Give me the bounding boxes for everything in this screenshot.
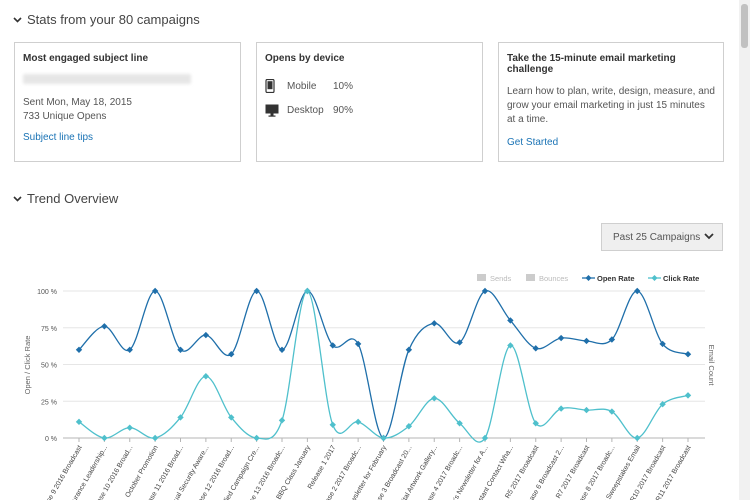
stats-section-header[interactable]: Stats from your 80 campaigns <box>13 12 200 27</box>
legend-marker <box>585 275 592 281</box>
data-point <box>354 418 362 426</box>
page-scrollbar[interactable] <box>739 0 750 500</box>
data-point <box>329 342 336 349</box>
data-point <box>431 395 438 402</box>
data-point <box>278 417 286 424</box>
legend-label: Click Rate <box>663 274 699 283</box>
scrollbar-thumb[interactable] <box>741 4 748 48</box>
data-point <box>456 420 463 427</box>
device-name: Mobile <box>287 80 317 92</box>
sent-date: Sent Mon, May 18, 2015 <box>23 97 132 108</box>
data-point <box>507 342 514 349</box>
data-point <box>253 434 260 442</box>
data-point <box>431 320 438 327</box>
data-point <box>634 287 641 295</box>
get-started-link[interactable]: Get Started <box>507 137 559 148</box>
data-point <box>405 346 413 353</box>
data-point <box>202 331 210 339</box>
y-tick-label: 50 % <box>41 363 57 370</box>
redacted-subject-line <box>23 74 191 84</box>
data-point <box>228 351 235 358</box>
y-tick-label: 100 % <box>37 289 57 296</box>
legend-swatch <box>477 274 486 281</box>
chevron-down-icon <box>704 232 714 243</box>
device-value: 90% <box>333 104 354 116</box>
data-point <box>75 418 83 426</box>
desktop-monitor-icon <box>265 104 287 117</box>
data-point <box>228 414 235 421</box>
data-point <box>583 406 590 414</box>
data-point <box>101 434 108 442</box>
subject-line-tips-link[interactable]: Subject line tips <box>23 132 94 143</box>
mobile-phone-icon <box>265 79 287 93</box>
device-row-desktop: Desktop 90% <box>265 98 474 122</box>
device-card-title: Opens by device <box>265 53 345 64</box>
opens-by-device-card: Opens by device Mobile 10% Desktop 90% <box>256 42 483 162</box>
data-point <box>101 323 108 330</box>
device-value: 10% <box>333 80 354 92</box>
data-point <box>329 421 336 428</box>
legend-swatch <box>526 274 535 281</box>
data-point <box>177 346 184 353</box>
y-axis-title: Open / Click Rate <box>23 336 32 395</box>
data-point <box>684 392 692 399</box>
secondary-y-axis-title: Email Count <box>707 345 716 387</box>
data-point <box>583 337 590 345</box>
data-point <box>278 346 286 353</box>
data-point <box>507 317 514 324</box>
device-row-mobile: Mobile 10% <box>265 74 474 98</box>
challenge-card-title: Take the 15-minute email marketing chall… <box>507 53 676 75</box>
data-point <box>481 434 489 442</box>
data-point <box>75 346 83 353</box>
unique-opens: 733 Unique Opens <box>23 111 107 122</box>
data-point <box>684 351 692 358</box>
series-line-click-rate <box>78 290 689 443</box>
data-point <box>557 405 565 412</box>
x-tick-label: Release 1 2017 <box>307 444 338 490</box>
legend-label: Open Rate <box>597 274 635 283</box>
trend-section-header[interactable]: Trend Overview <box>13 191 118 206</box>
data-point <box>126 346 133 353</box>
legend-marker <box>651 275 658 281</box>
data-point <box>380 434 387 442</box>
stats-section-title: Stats from your 80 campaigns <box>27 12 200 27</box>
data-point <box>354 340 362 348</box>
device-name: Desktop <box>287 104 324 116</box>
data-point <box>253 287 260 295</box>
data-point <box>405 423 413 430</box>
y-tick-label: 25 % <box>41 399 57 406</box>
data-point <box>304 287 311 295</box>
data-point <box>659 400 666 408</box>
data-point <box>481 287 489 295</box>
subject-card-title: Most engaged subject line <box>23 53 149 64</box>
data-point <box>151 434 159 442</box>
data-point <box>456 339 463 346</box>
data-point <box>202 373 210 380</box>
legend-label: Sends <box>490 274 512 283</box>
data-point <box>557 334 565 342</box>
chevron-down-icon[interactable] <box>13 15 25 25</box>
legend-label: Bounces <box>539 274 568 283</box>
y-tick-label: 0 % <box>45 436 57 443</box>
y-tick-label: 75 % <box>41 326 57 333</box>
campaign-range-dropdown[interactable]: Past 25 Campaigns <box>601 223 723 251</box>
data-point <box>608 336 616 343</box>
challenge-description: Learn how to plan, write, design, measur… <box>507 86 715 125</box>
trend-chart: 0 % 25 % 50 % 75 % 100 % Open / Click Rate Ema… <box>23 274 716 500</box>
dropdown-selected-value: Past 25 Campaigns <box>613 231 701 243</box>
data-point <box>532 420 539 427</box>
data-point <box>532 345 539 352</box>
most-engaged-subject-card: Most engaged subject line Sent Mon, May … <box>14 42 241 162</box>
data-point <box>177 414 184 421</box>
data-point <box>634 434 641 442</box>
trend-section-title: Trend Overview <box>27 191 119 206</box>
data-point <box>608 408 616 415</box>
chevron-down-icon[interactable] <box>13 194 25 204</box>
data-point <box>659 340 666 348</box>
email-challenge-card: Take the 15-minute email marketing chall… <box>498 42 724 162</box>
x-tick-label: TVP BBQ Class January <box>268 444 313 500</box>
data-point <box>151 287 159 295</box>
data-point <box>126 424 133 431</box>
